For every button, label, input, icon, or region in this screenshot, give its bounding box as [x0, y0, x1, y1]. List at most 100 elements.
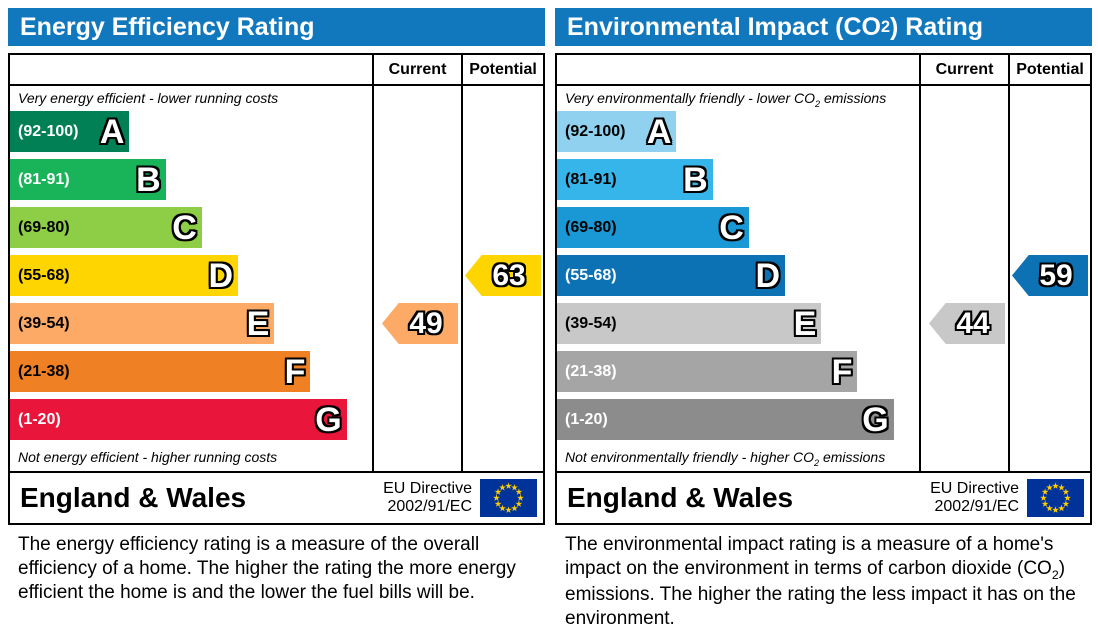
- band-row: (55-68) D: [557, 255, 919, 296]
- rating-table: Current Potential Very energy efficient …: [8, 53, 545, 525]
- current-rating-value: 49: [409, 306, 443, 340]
- band-range-label: (81-91): [18, 170, 70, 188]
- band-c: (69-80) C: [10, 207, 202, 248]
- bottom-caption: Not energy efficient - higher running co…: [18, 449, 278, 465]
- band-row: (21-38) F: [10, 351, 372, 392]
- band-row: (1-20) G: [557, 399, 919, 440]
- band-letter: D: [208, 256, 234, 295]
- eu-flag-icon: [480, 479, 537, 517]
- rating-body: Very environmentally friendly - lower CO…: [557, 86, 1090, 471]
- band-letter: A: [99, 112, 125, 151]
- band-letter: A: [646, 112, 672, 151]
- potential-column-header: Potential: [1008, 55, 1090, 84]
- region-label: England & Wales: [567, 482, 794, 513]
- current-column-header: Current: [919, 55, 1008, 84]
- band-row: (69-80) C: [557, 207, 919, 248]
- column-divider: [372, 86, 374, 471]
- band-row: (69-80) C: [10, 207, 372, 248]
- band-row: (81-91) B: [10, 159, 372, 200]
- band-e: (39-54) E: [557, 303, 822, 344]
- band-range-label: (92-100): [18, 122, 79, 140]
- band-row: (21-38) F: [557, 351, 919, 392]
- current-rating-arrow: 44: [929, 303, 1005, 344]
- top-caption: Very environmentally friendly - lower CO…: [565, 90, 887, 109]
- band-row: (1-20) G: [10, 399, 372, 440]
- rating-table: Current Potential Very environmentally f…: [555, 53, 1092, 525]
- bottom-caption: Not environmentally friendly - higher CO…: [565, 449, 886, 468]
- chart-title-text: Energy Efficiency Rating: [20, 12, 315, 41]
- environmental-impact-panel: Environmental Impact (CO 2) Rating Curren…: [555, 8, 1092, 631]
- chart-description: The energy efficiency rating is a measur…: [18, 534, 516, 603]
- potential-rating-value: 59: [1039, 258, 1073, 292]
- potential-rating-arrow: 63: [465, 255, 541, 296]
- rating-column-header: [10, 55, 372, 84]
- band-b: (81-91) B: [10, 159, 166, 200]
- band-range-label: (39-54): [18, 314, 70, 332]
- band-letter: C: [172, 208, 197, 247]
- band-row: (81-91) B: [557, 159, 919, 200]
- band-letter: F: [831, 352, 853, 391]
- band-a: (92-100) A: [557, 111, 677, 152]
- chart-title-text: Environmental Impact (CO: [567, 12, 881, 41]
- column-divider: [919, 86, 921, 471]
- band-letter: B: [683, 160, 708, 199]
- band-e: (39-54) E: [10, 303, 275, 344]
- band-row: (92-100) A: [10, 111, 372, 152]
- band-a: (92-100) A: [10, 111, 130, 152]
- band-range-label: (55-68): [565, 266, 617, 284]
- potential-rating-value: 63: [492, 258, 526, 292]
- band-range-label: (92-100): [565, 122, 626, 140]
- region-label: England & Wales: [20, 482, 247, 513]
- column-divider: [1008, 86, 1010, 471]
- band-b: (81-91) B: [557, 159, 713, 200]
- band-row: (39-54) E: [10, 303, 372, 344]
- band-letter: E: [793, 304, 817, 343]
- chart-description: The environmental impact rating is a mea…: [565, 534, 1076, 630]
- band-range-label: (69-80): [18, 218, 70, 236]
- energy-efficiency-panel: Energy Efficiency Rating Current Potenti…: [8, 8, 545, 631]
- potential-column-header: Potential: [461, 55, 543, 84]
- band-f: (21-38) F: [10, 351, 311, 392]
- rating-body: Very energy efficient - lower running co…: [10, 86, 543, 471]
- band-letter: G: [862, 400, 889, 439]
- band-g: (1-20) G: [557, 399, 894, 440]
- chart-title: Environmental Impact (CO 2) Rating: [555, 8, 1092, 46]
- band-c: (69-80) C: [557, 207, 749, 248]
- band-range-label: (55-68): [18, 266, 70, 284]
- band-letter: C: [719, 208, 744, 247]
- band-f: (21-38) F: [557, 351, 858, 392]
- band-range-label: (69-80): [565, 218, 617, 236]
- band-row: (39-54) E: [557, 303, 919, 344]
- band-range-label: (1-20): [565, 410, 608, 428]
- band-row: (55-68) D: [10, 255, 372, 296]
- band-range-label: (21-38): [565, 362, 617, 380]
- footer: England & Wales EU Directive 2002/91/EC: [557, 471, 1090, 523]
- table-header-row: Current Potential: [557, 55, 1090, 86]
- footer: England & Wales EU Directive 2002/91/EC: [10, 471, 543, 523]
- band-range-label: (39-54): [565, 314, 617, 332]
- band-letter: F: [284, 352, 306, 391]
- current-rating-value: 44: [956, 306, 990, 340]
- band-d: (55-68) D: [10, 255, 239, 296]
- eu-directive-label: EU Directive 2002/91/EC: [930, 480, 1019, 515]
- band-range-label: (1-20): [18, 410, 61, 428]
- band-letter: G: [315, 400, 342, 439]
- current-rating-arrow: 49: [382, 303, 458, 344]
- band-d: (55-68) D: [557, 255, 786, 296]
- top-caption: Very energy efficient - lower running co…: [18, 90, 279, 106]
- column-divider: [461, 86, 463, 471]
- eu-directive-label: EU Directive 2002/91/EC: [383, 480, 472, 515]
- eu-flag-icon: [1027, 479, 1084, 517]
- table-header-row: Current Potential: [10, 55, 543, 86]
- band-letter: D: [755, 256, 781, 295]
- chart-title: Energy Efficiency Rating: [8, 8, 545, 46]
- band-letter: B: [136, 160, 161, 199]
- rating-column-header: [557, 55, 919, 84]
- band-range-label: (21-38): [18, 362, 70, 380]
- band-letter: E: [246, 304, 270, 343]
- potential-rating-arrow: 59: [1012, 255, 1088, 296]
- band-range-label: (81-91): [565, 170, 617, 188]
- band-g: (1-20) G: [10, 399, 347, 440]
- band-row: (92-100) A: [557, 111, 919, 152]
